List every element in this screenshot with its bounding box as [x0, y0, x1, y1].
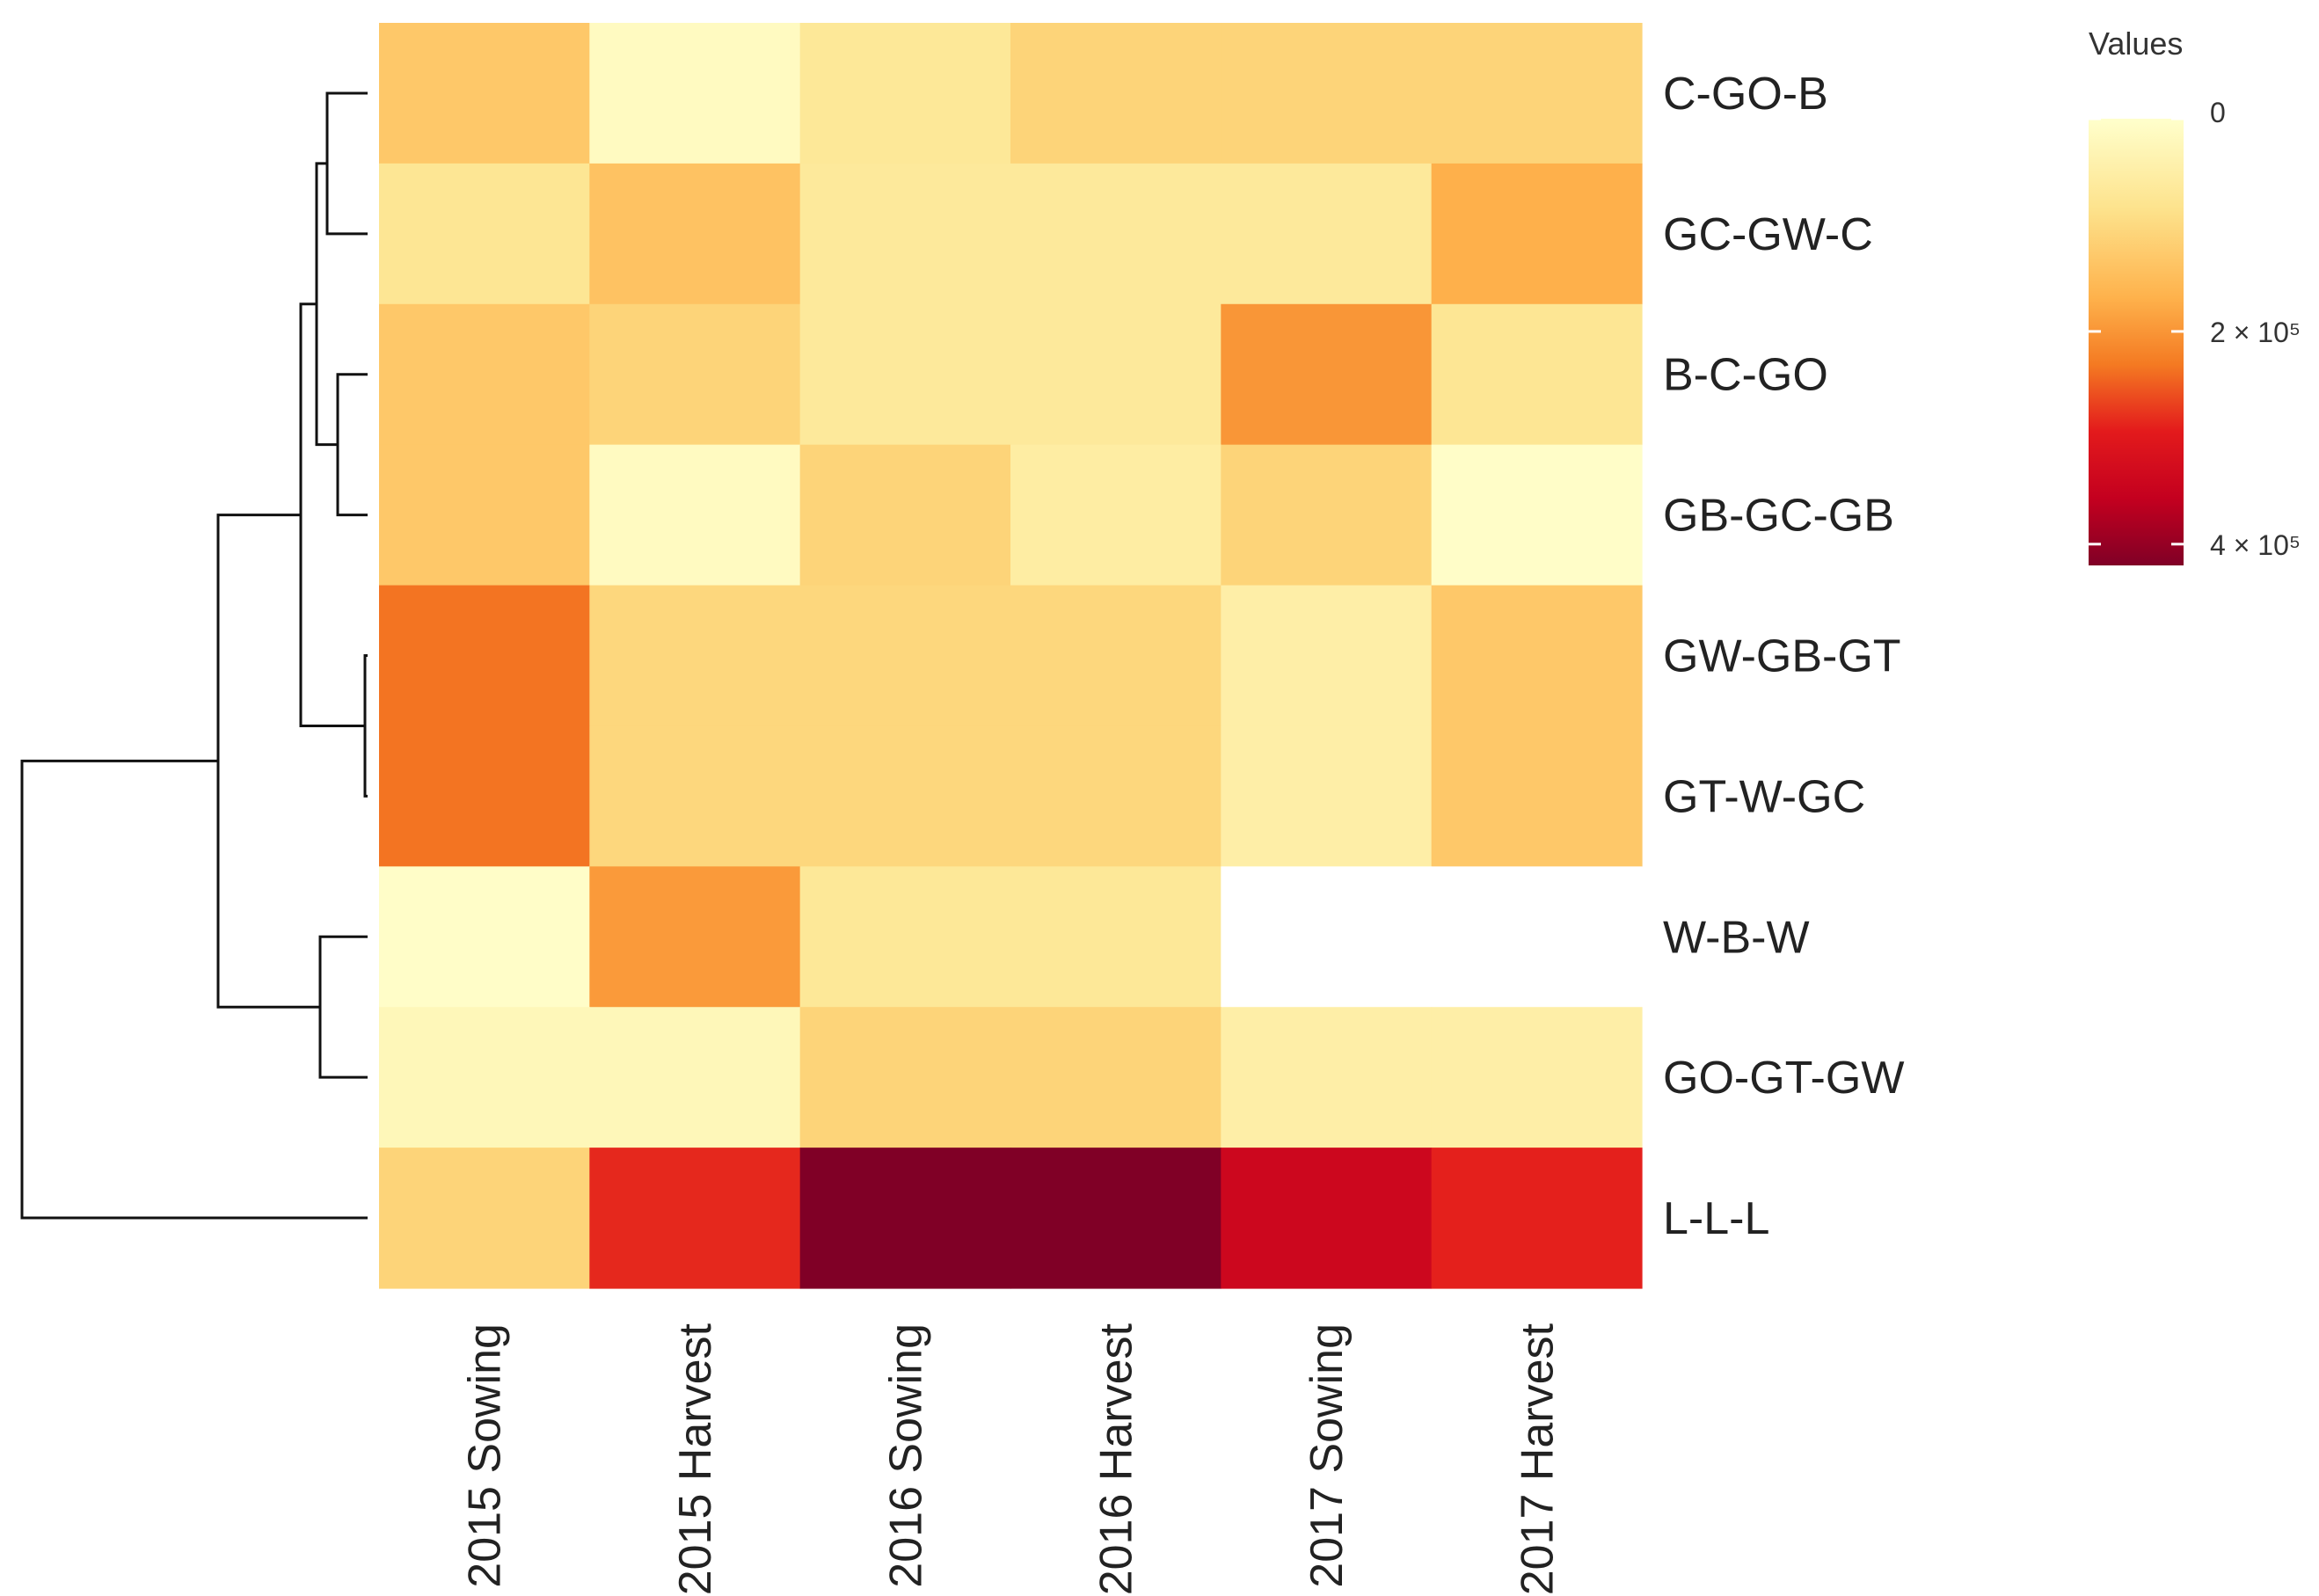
heatmap-cell-L-L-L-2015-Sowing: [379, 1148, 590, 1289]
row-label: GC-GW-C: [1663, 209, 1873, 260]
heatmap-cell-C-GO-B-2016-Harvest: [1010, 23, 1221, 164]
heatmap-cell-B-C-GO-2017-Sowing: [1221, 303, 1433, 446]
heatmap-cell-GC-GW-C-2015-Sowing: [379, 163, 590, 305]
row-label: GW-GB-GT: [1663, 631, 1901, 682]
heatmap-cell-L-L-L-2017-Sowing: [1221, 1148, 1433, 1289]
heatmap-cells: [379, 23, 1643, 1289]
heatmap-cell-GC-GW-C-2016-Sowing: [799, 163, 1011, 305]
column-label: 2017 Sowing: [1302, 1323, 1353, 1588]
heatmap-cell-GB-GC-GB-2016-Harvest: [1010, 444, 1221, 587]
heatmap-cell-GB-GC-GB-2016-Sowing: [799, 444, 1011, 587]
heatmap-cell-L-L-L-2016-Harvest: [1010, 1148, 1221, 1289]
heatmap-cell-GW-GB-GT-2016-Sowing: [799, 585, 1011, 727]
heatmap-cell-GW-GB-GT-2017-Harvest: [1431, 585, 1643, 727]
heatmap-cell-GO-GT-GW-2017-Harvest: [1431, 1007, 1643, 1148]
color-legend: Values 0 2 × 10⁵ 4 × 10⁵: [2089, 26, 2301, 565]
dendro-root: [20, 759, 368, 1220]
heatmap-cell-GT-W-GC-2017-Sowing: [1221, 725, 1433, 867]
row-label: C-GO-B: [1663, 69, 1828, 120]
dendro-branch: [336, 373, 368, 517]
heatmap-cell-W-B-W-2015-Sowing: [379, 866, 590, 1008]
heatmap-cell-L-L-L-2015-Harvest: [589, 1148, 801, 1289]
legend-tick-label: 0: [2210, 97, 2226, 128]
heatmap-cell-GW-GB-GT-2016-Harvest: [1010, 585, 1221, 727]
heatmap-cell-GT-W-GC-2015-Sowing: [379, 725, 590, 867]
heatmap-cell-GB-GC-GB-2017-Sowing: [1221, 444, 1433, 587]
heatmap-cell-GO-GT-GW-2016-Sowing: [799, 1007, 1011, 1148]
heatmap-cell-GT-W-GC-2015-Harvest: [589, 725, 801, 867]
heatmap-cell-GT-W-GC-2016-Harvest: [1010, 725, 1221, 867]
column-label: 2016 Harvest: [1091, 1323, 1142, 1595]
column-label: 2016 Sowing: [880, 1323, 931, 1588]
row-label: L-L-L: [1663, 1193, 1769, 1244]
heatmap-cell-GW-GB-GT-2017-Sowing: [1221, 585, 1433, 727]
heatmap-cell-GB-GC-GB-2017-Harvest: [1431, 444, 1643, 587]
row-label: GB-GC-GB: [1663, 491, 1894, 542]
heatmap-cell-L-L-L-2017-Harvest: [1431, 1148, 1643, 1289]
heatmap-cell-L-L-L-2016-Sowing: [799, 1148, 1011, 1289]
heatmap-cell-GB-GC-GB-2015-Sowing: [379, 444, 590, 587]
heatmap-cell-GW-GB-GT-2015-Harvest: [589, 585, 801, 727]
heatmap-cell-GT-W-GC-2016-Sowing: [799, 725, 1011, 867]
dendro-branch: [325, 91, 368, 236]
heatmap-cell-W-B-W-2016-Harvest: [1010, 866, 1221, 1008]
heatmap-cell-GO-GT-GW-2017-Sowing: [1221, 1007, 1433, 1148]
heatmap-cell-C-GO-B-2015-Sowing: [379, 23, 590, 164]
row-label: W-B-W: [1663, 912, 1810, 963]
column-label: 2015 Sowing: [460, 1323, 511, 1588]
heatmap-cell-C-GO-B-2017-Sowing: [1221, 23, 1433, 164]
row-label: B-C-GO: [1663, 350, 1828, 401]
heatmap-cell-B-C-GO-2016-Sowing: [799, 303, 1011, 446]
heatmap-cell-C-GO-B-2015-Harvest: [589, 23, 801, 164]
heatmap-cell-W-B-W-2016-Sowing: [799, 866, 1011, 1008]
heatmap-cell-W-B-W-2017-Sowing: [1221, 866, 1433, 1008]
legend-tick-label: 2 × 10⁵: [2210, 317, 2301, 348]
heatmap-cell-C-GO-B-2016-Sowing: [799, 23, 1011, 164]
legend-tick-label: 4 × 10⁵: [2210, 529, 2301, 561]
column-labels: 2015 Sowing 2015 Harvest 2016 Sowing 2016 H…: [460, 1323, 1564, 1595]
row-labels: C-GO-B GC-GW-C B-C-GO GB-GC-GB GW-GB-GT GT-W-…: [1663, 69, 1904, 1244]
heatmap-cell-GC-GW-C-2017-Harvest: [1431, 163, 1643, 305]
heatmap-cell-W-B-W-2017-Harvest: [1431, 866, 1643, 1008]
row-dendrogram: [20, 91, 368, 1220]
dendro-branch: [318, 935, 368, 1079]
heatmap-cell-B-C-GO-2015-Sowing: [379, 303, 590, 446]
heatmap-cell-GC-GW-C-2017-Sowing: [1221, 163, 1433, 305]
heatmap-cell-B-C-GO-2015-Harvest: [589, 303, 801, 446]
heatmap-cell-GT-W-GC-2017-Harvest: [1431, 725, 1643, 867]
dendro-branch: [216, 514, 320, 1009]
legend-colorbar: [2089, 119, 2184, 565]
legend-title: Values: [2089, 26, 2183, 62]
heatmap-cell-GC-GW-C-2015-Harvest: [589, 163, 801, 305]
heatmap-cell-GW-GB-GT-2015-Sowing: [379, 585, 590, 727]
heatmap-cell-GB-GC-GB-2015-Harvest: [589, 444, 801, 587]
heatmap-cell-GO-GT-GW-2015-Harvest: [589, 1007, 801, 1148]
column-label: 2015 Harvest: [670, 1323, 721, 1595]
heatmap-cell-C-GO-B-2017-Harvest: [1431, 23, 1643, 164]
column-label: 2017 Harvest: [1512, 1323, 1563, 1595]
heatmap-cell-B-C-GO-2017-Harvest: [1431, 303, 1643, 446]
heatmap-cell-GO-GT-GW-2016-Harvest: [1010, 1007, 1221, 1148]
row-label: GO-GT-GW: [1663, 1053, 1904, 1104]
heatmap-cell-GO-GT-GW-2015-Sowing: [379, 1007, 590, 1148]
row-label: GT-W-GC: [1663, 771, 1865, 822]
heatmap-cell-GC-GW-C-2016-Harvest: [1010, 163, 1221, 305]
heatmap-cell-W-B-W-2015-Harvest: [589, 866, 801, 1008]
heatmap-cell-B-C-GO-2016-Harvest: [1010, 303, 1221, 446]
dendro-branch: [363, 654, 368, 798]
